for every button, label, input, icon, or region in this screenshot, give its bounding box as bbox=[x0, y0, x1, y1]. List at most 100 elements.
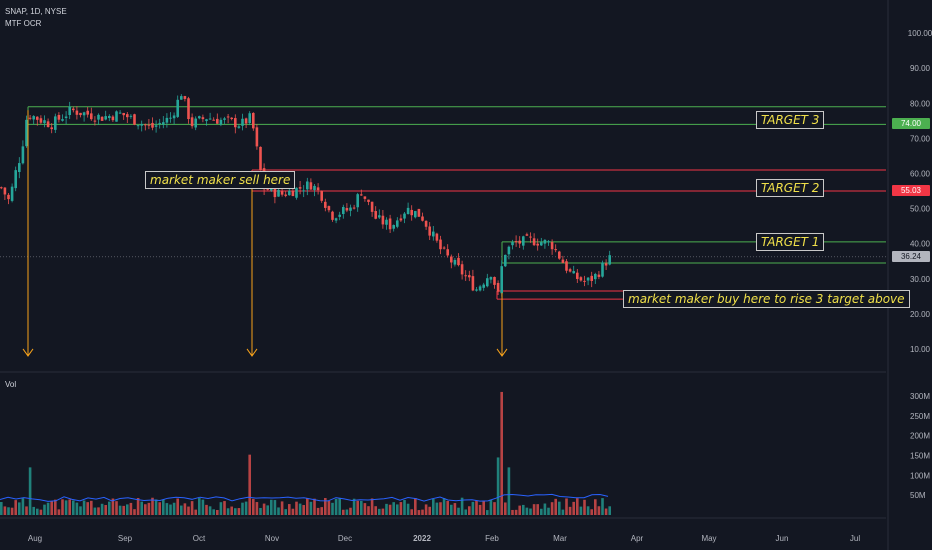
volume-bar bbox=[288, 504, 291, 515]
candle-body bbox=[403, 213, 406, 219]
volume-bar bbox=[410, 509, 413, 515]
volume-bar bbox=[104, 505, 107, 515]
volume-bar bbox=[252, 498, 255, 515]
volume-bar bbox=[144, 504, 147, 515]
volume-bar bbox=[399, 502, 403, 515]
candle-body bbox=[493, 276, 496, 285]
volume-bar bbox=[50, 500, 53, 515]
candle-body bbox=[586, 277, 590, 281]
volume-bar bbox=[61, 499, 64, 515]
candle-body bbox=[309, 182, 313, 190]
candle-body bbox=[435, 233, 439, 241]
volume-bar bbox=[187, 506, 190, 515]
candle-body bbox=[478, 286, 482, 291]
candle-body bbox=[522, 236, 525, 246]
time-tick-label: Sep bbox=[118, 534, 133, 543]
volume-bar bbox=[237, 508, 241, 515]
volume-bar bbox=[464, 509, 467, 515]
volume-bar bbox=[277, 507, 280, 515]
candle-body bbox=[392, 225, 395, 229]
volume-bar bbox=[201, 499, 205, 515]
volume-bar bbox=[46, 502, 50, 515]
volume-bar bbox=[475, 500, 478, 515]
volume-bar bbox=[342, 509, 345, 515]
volume-bar bbox=[183, 503, 187, 515]
candle-body bbox=[187, 98, 190, 120]
candle-body bbox=[464, 275, 467, 277]
candle-body bbox=[241, 118, 244, 126]
volume-bar bbox=[424, 504, 428, 515]
volume-bar bbox=[543, 503, 547, 515]
candle-body bbox=[54, 116, 57, 130]
candle-body bbox=[424, 220, 428, 227]
candle-body bbox=[316, 187, 320, 191]
volume-bar bbox=[597, 506, 601, 515]
volume-bar bbox=[565, 498, 568, 515]
candle-body bbox=[255, 127, 259, 147]
candle-body bbox=[561, 259, 565, 264]
candle-body bbox=[406, 207, 410, 215]
target2-label: TARGET 2 bbox=[756, 179, 825, 197]
volume-bar bbox=[82, 500, 86, 515]
volume-bar bbox=[378, 508, 381, 515]
candle-body bbox=[543, 239, 547, 244]
volume-bar bbox=[576, 498, 579, 515]
candle-body bbox=[597, 274, 601, 277]
volume-bar bbox=[558, 501, 561, 515]
volume-bar bbox=[327, 500, 331, 515]
candle-body bbox=[79, 112, 82, 116]
candle-body bbox=[352, 207, 356, 209]
indicator-label[interactable]: MTF OCR bbox=[5, 19, 42, 28]
arrow-head bbox=[496, 348, 508, 357]
volume-bar bbox=[453, 503, 457, 515]
time-tick-label: Aug bbox=[28, 534, 42, 543]
volume-bar bbox=[129, 502, 133, 515]
volume-bar bbox=[79, 506, 82, 515]
candle-body bbox=[284, 194, 287, 196]
volume-bar bbox=[306, 498, 309, 515]
candle-body bbox=[190, 117, 194, 127]
price-tick-label: 90.00 bbox=[910, 64, 931, 73]
volume-bar bbox=[608, 506, 611, 515]
price-tick-label: 40.00 bbox=[910, 240, 931, 249]
candle-body bbox=[32, 116, 35, 120]
target3-label: TARGET 3 bbox=[756, 111, 825, 129]
candle-body bbox=[226, 116, 230, 118]
candle-body bbox=[28, 117, 32, 119]
volume-bar bbox=[432, 498, 435, 515]
volume-bar bbox=[316, 507, 320, 515]
volume-bar bbox=[561, 509, 565, 515]
time-tick-label: Oct bbox=[193, 534, 206, 543]
price-tag-target2: 55.03 bbox=[892, 184, 930, 196]
volume-bar bbox=[158, 502, 161, 515]
volume-bar bbox=[507, 467, 511, 515]
volume-bar bbox=[532, 504, 536, 515]
candle-body bbox=[514, 241, 518, 243]
candle-body bbox=[496, 282, 500, 292]
volume-bar bbox=[57, 509, 61, 515]
candle-body bbox=[291, 190, 295, 197]
price-tick-label: 10.00 bbox=[910, 345, 931, 354]
volume-label[interactable]: Vol bbox=[5, 380, 17, 389]
volume-bar bbox=[478, 504, 482, 515]
volume-bar bbox=[518, 505, 521, 515]
candle-body bbox=[57, 114, 61, 120]
price-tag-last: 36.24 bbox=[892, 250, 930, 262]
symbol-title[interactable]: SNAP, 1D, NYSE bbox=[5, 7, 67, 16]
candle-body bbox=[536, 243, 539, 246]
candle-body bbox=[331, 211, 334, 220]
volume-bar bbox=[450, 504, 453, 515]
volume-bar bbox=[468, 506, 471, 515]
time-tick-label: Feb bbox=[485, 534, 499, 543]
candle-body bbox=[439, 239, 442, 250]
price-tick-label: 100.00 bbox=[908, 29, 932, 38]
volume-bar bbox=[482, 500, 485, 515]
candle-body bbox=[554, 249, 557, 251]
volume-bar bbox=[529, 508, 532, 515]
time-tick-label: Apr bbox=[631, 534, 644, 543]
candle-body bbox=[590, 275, 593, 281]
volume-bar bbox=[39, 509, 43, 515]
candle-body bbox=[126, 114, 129, 118]
candle-body bbox=[237, 126, 241, 128]
candle-body bbox=[183, 96, 187, 99]
